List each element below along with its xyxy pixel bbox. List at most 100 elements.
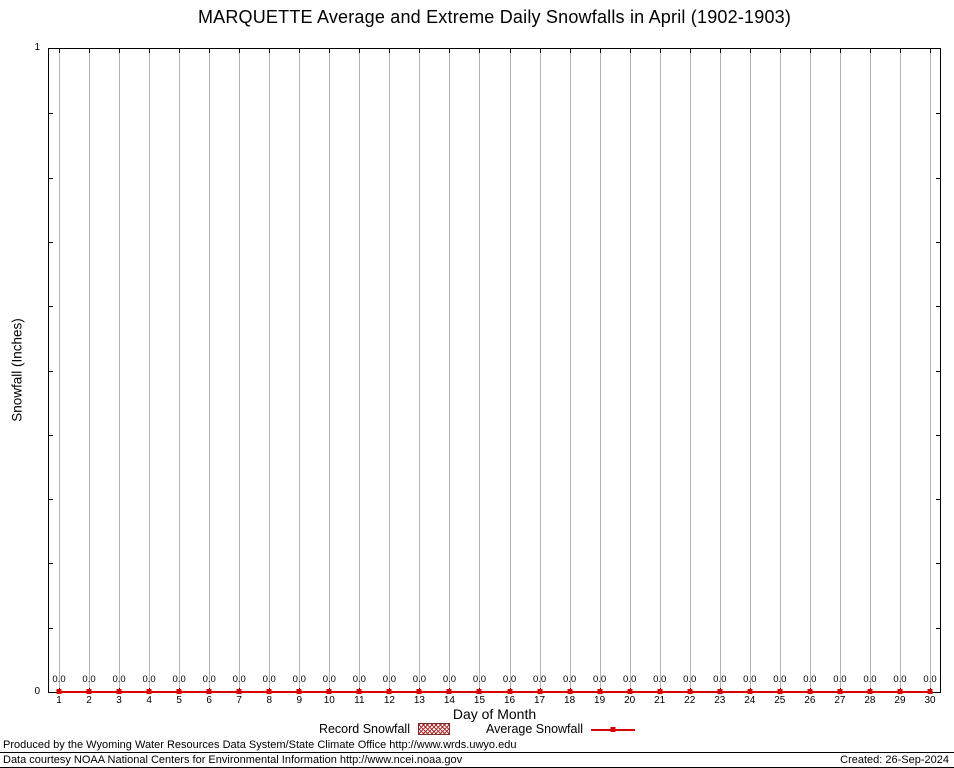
value-label: 0.0 <box>743 674 757 685</box>
gridline <box>719 49 721 692</box>
gridline <box>389 49 391 692</box>
average-snowfall-marker <box>897 689 903 694</box>
x-axis-label: Day of Month <box>452 706 537 722</box>
x-tick-labels: 1 2 3 4 5 6 7 8 9 10 11 12 13 14 15 16 17 18 19 20 21 22 23 24 2… <box>49 695 940 708</box>
x-tick-mark-top <box>59 49 60 53</box>
gridline <box>209 49 211 692</box>
x-tick-mark-top <box>419 49 421 53</box>
average-snowfall-marker <box>416 689 422 694</box>
value-label: 0.0 <box>232 674 246 685</box>
gridline <box>449 49 451 692</box>
gridline <box>930 49 931 692</box>
value-label: 0.0 <box>322 674 336 685</box>
value-label: 0.0 <box>623 674 637 685</box>
gridline <box>539 49 541 692</box>
x-tick-label: 17 <box>533 695 546 706</box>
value-label: 0.0 <box>112 674 126 685</box>
x-tick-mark-top <box>89 49 91 53</box>
average-snowfall-marker <box>146 689 152 694</box>
x-tick-label: 14 <box>443 695 455 706</box>
average-snowfall-marker <box>597 689 603 694</box>
x-tick-label: 19 <box>594 695 606 706</box>
chart-title: MARQUETTE Average and Extreme Daily Snow… <box>197 7 792 27</box>
value-label: 0.0 <box>82 674 96 685</box>
x-tick-label: 16 <box>503 695 516 706</box>
record-snowfall-swatch <box>417 723 450 735</box>
average-snowfall-marker <box>386 689 392 694</box>
value-label: 0.0 <box>863 674 877 685</box>
x-tick-label: 8 <box>266 695 273 706</box>
average-snowfall-marker <box>476 689 482 694</box>
average-snowfall-line <box>59 691 930 693</box>
average-snowfall-marker <box>446 689 452 694</box>
value-label: 0.0 <box>773 674 787 685</box>
x-tick-label: 27 <box>834 695 846 706</box>
x-tick-mark-top <box>899 49 901 53</box>
value-label: 0.0 <box>502 674 517 685</box>
value-label: 0.0 <box>412 674 427 685</box>
value-label: 0.0 <box>142 674 156 685</box>
average-snowfall-marker <box>116 689 122 694</box>
gridline <box>59 49 60 692</box>
x-tick-mark-top <box>749 49 751 53</box>
gridline <box>659 49 661 692</box>
gridline <box>839 49 841 692</box>
x-tick-mark-top <box>479 49 481 53</box>
gridline <box>119 49 121 692</box>
y-tick-mark-right <box>936 177 940 179</box>
value-label: 0.0 <box>382 674 396 685</box>
gridline <box>239 49 241 692</box>
gridline <box>749 49 751 692</box>
y-tick-mark-left <box>49 370 53 372</box>
x-tick-label: 22 <box>684 695 696 706</box>
x-tick-mark-top <box>449 49 451 53</box>
y-tick-mark-left <box>49 113 53 115</box>
average-snowfall-marker <box>927 689 933 694</box>
gridline <box>809 49 811 692</box>
x-tick-label: 20 <box>624 695 636 706</box>
y-tick-mark-right <box>936 499 940 501</box>
x-tick-label: 5 <box>176 695 182 706</box>
gridline <box>89 49 91 692</box>
x-tick-label: 7 <box>236 695 242 706</box>
x-tick-mark-top <box>869 49 871 53</box>
average-snowfall-marker <box>717 689 723 694</box>
value-label: 0.0 <box>893 674 907 685</box>
x-tick-mark-top <box>359 49 361 53</box>
plot-area: 0.0 0.0 0.0 0.0 0.0 0.0 0.0 0.0 0.0 0.0 0.0 0.0 0.0 0… <box>48 48 941 694</box>
x-tick-label: 2 <box>86 695 92 706</box>
value-label: 0.0 <box>833 674 847 685</box>
x-tick-label: 18 <box>564 695 576 706</box>
average-snowfall-marker <box>56 689 62 694</box>
y-tick-mark-left <box>49 177 53 179</box>
x-tick-mark-top <box>389 49 391 53</box>
value-label: 0.0 <box>292 674 306 685</box>
x-tick-mark-top <box>539 49 541 53</box>
value-label: 0.0 <box>172 674 186 685</box>
x-tick-label: 25 <box>774 695 786 706</box>
x-tick-mark-top <box>599 49 601 53</box>
average-snowfall-marker <box>747 689 753 694</box>
x-tick-mark-top <box>659 49 661 53</box>
y-tick-mark-right <box>936 434 940 436</box>
gridline <box>479 49 481 692</box>
gridline <box>869 49 871 692</box>
x-tick-label: 15 <box>473 695 486 706</box>
y-tick-mark-left <box>49 306 53 308</box>
x-tick-label: 23 <box>714 695 726 706</box>
x-tick-label: 1 <box>56 695 62 706</box>
x-tick-label: 6 <box>206 695 212 706</box>
x-tick-mark-top <box>809 49 811 53</box>
y-tick-mark-left <box>49 434 53 436</box>
average-snowfall-marker <box>657 689 663 694</box>
x-tick-label: 24 <box>744 695 756 706</box>
average-snowfall-marker <box>807 689 813 694</box>
y-tick-mark-left <box>49 627 53 629</box>
gridline <box>629 49 631 692</box>
value-label: 0.0 <box>52 674 66 685</box>
y-tick-mark-right <box>936 241 940 243</box>
average-snowfall-marker <box>356 689 362 694</box>
gridline <box>899 49 901 692</box>
gridline <box>509 49 511 692</box>
